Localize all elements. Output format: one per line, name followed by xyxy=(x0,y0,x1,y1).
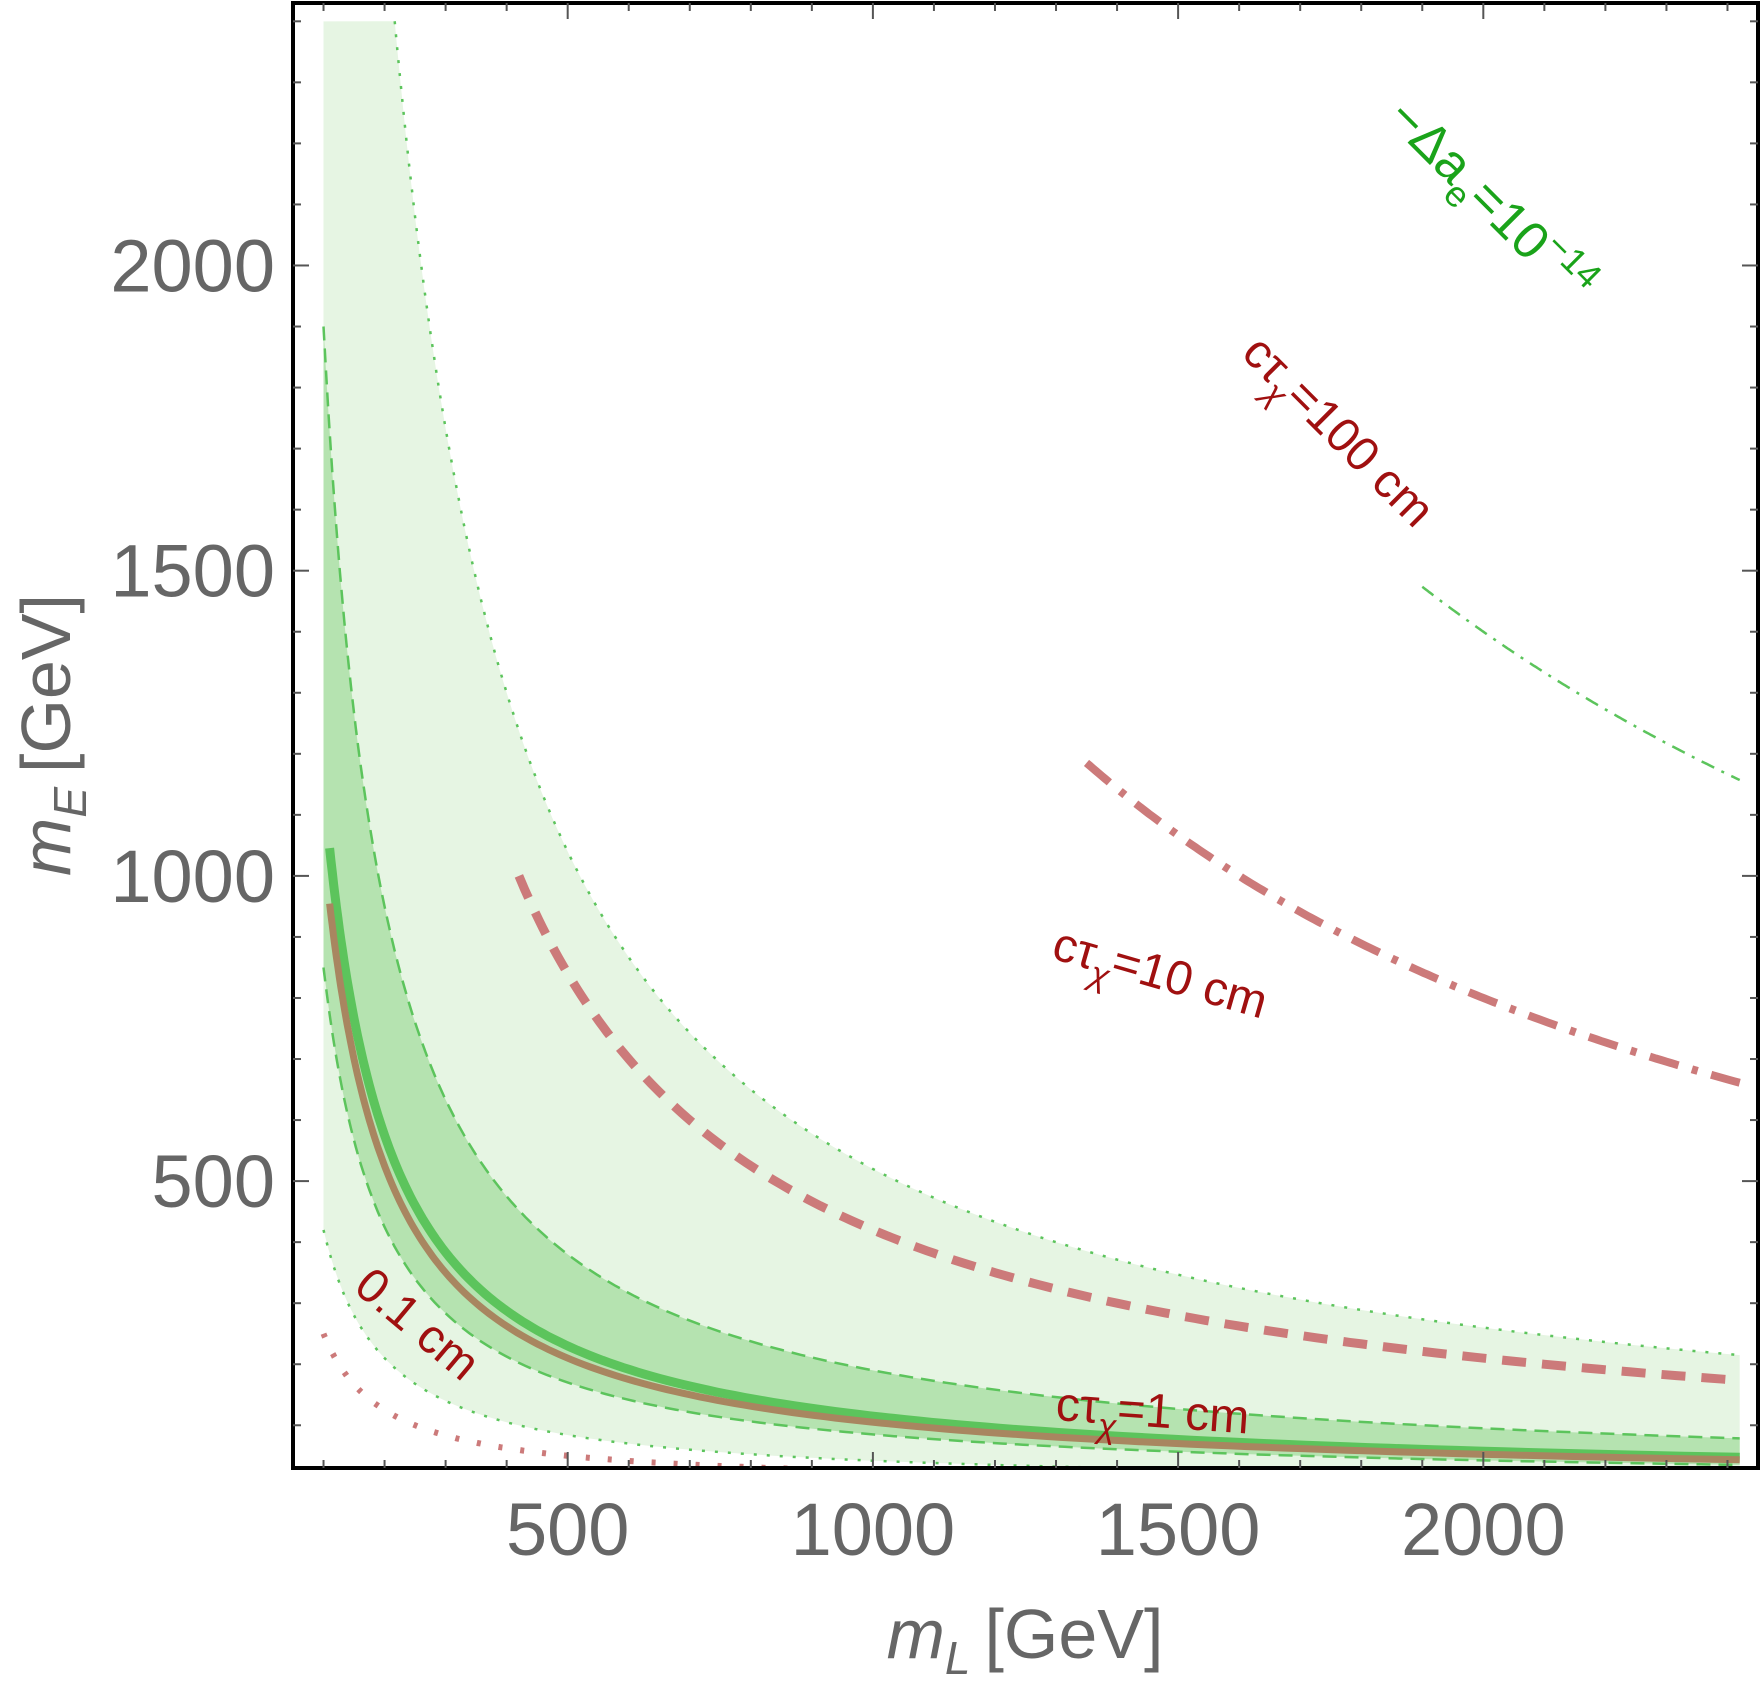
x-tick-label: 1000 xyxy=(791,1488,956,1571)
outer-band-lower-edge xyxy=(322,1229,1181,1468)
data-layer xyxy=(320,21,1741,1468)
y-tick-label: 1500 xyxy=(110,530,275,613)
ctau-1cm-sub: χ xyxy=(1093,1407,1119,1447)
y-axis-unit: [GeV] xyxy=(7,594,85,773)
outer-band-upper-edge xyxy=(393,21,1740,1357)
y-tick-label: 1000 xyxy=(110,835,275,918)
ctau-1cm-pre: cτ xyxy=(1054,1378,1101,1434)
y-axis-sub: E xyxy=(44,786,96,818)
inner-band-fill xyxy=(323,21,1740,1465)
ctau-1cm-label: cτχ=1 cm xyxy=(1053,1378,1251,1455)
x-axis-title: mL [GeV] xyxy=(887,1595,1164,1682)
series-line-thin-green-dashdot xyxy=(1421,585,1741,782)
x-tick-label: 500 xyxy=(506,1488,629,1571)
x-axis-var: m xyxy=(887,1595,945,1673)
inner-band-lower-edge xyxy=(322,967,1740,1467)
y-tick-label: 2000 xyxy=(110,224,275,307)
series-line-central-brown xyxy=(326,903,1740,1464)
ctau-1cm-post: =1 cm xyxy=(1116,1382,1251,1444)
plot-frame xyxy=(291,1,1760,1470)
x-tick-label: 1500 xyxy=(1096,1488,1261,1571)
tick-layer: 500 1000 1500 2000 500 1000 1500 2000 xyxy=(110,3,1758,1571)
y-axis-var: m xyxy=(7,818,85,876)
y-axis-title: mE [GeV] xyxy=(7,594,96,876)
y-tick-label: 500 xyxy=(152,1140,275,1223)
inner-band-upper-edge xyxy=(322,326,1740,1440)
x-tick-label: 2000 xyxy=(1401,1488,1566,1571)
x-axis-unit: [GeV] xyxy=(984,1595,1163,1673)
series-line-dashed xyxy=(514,874,1741,1385)
x-axis-sub: L xyxy=(945,1632,971,1682)
series-line-dashdot xyxy=(1083,759,1741,1087)
series-line-central-green xyxy=(325,847,1740,1462)
